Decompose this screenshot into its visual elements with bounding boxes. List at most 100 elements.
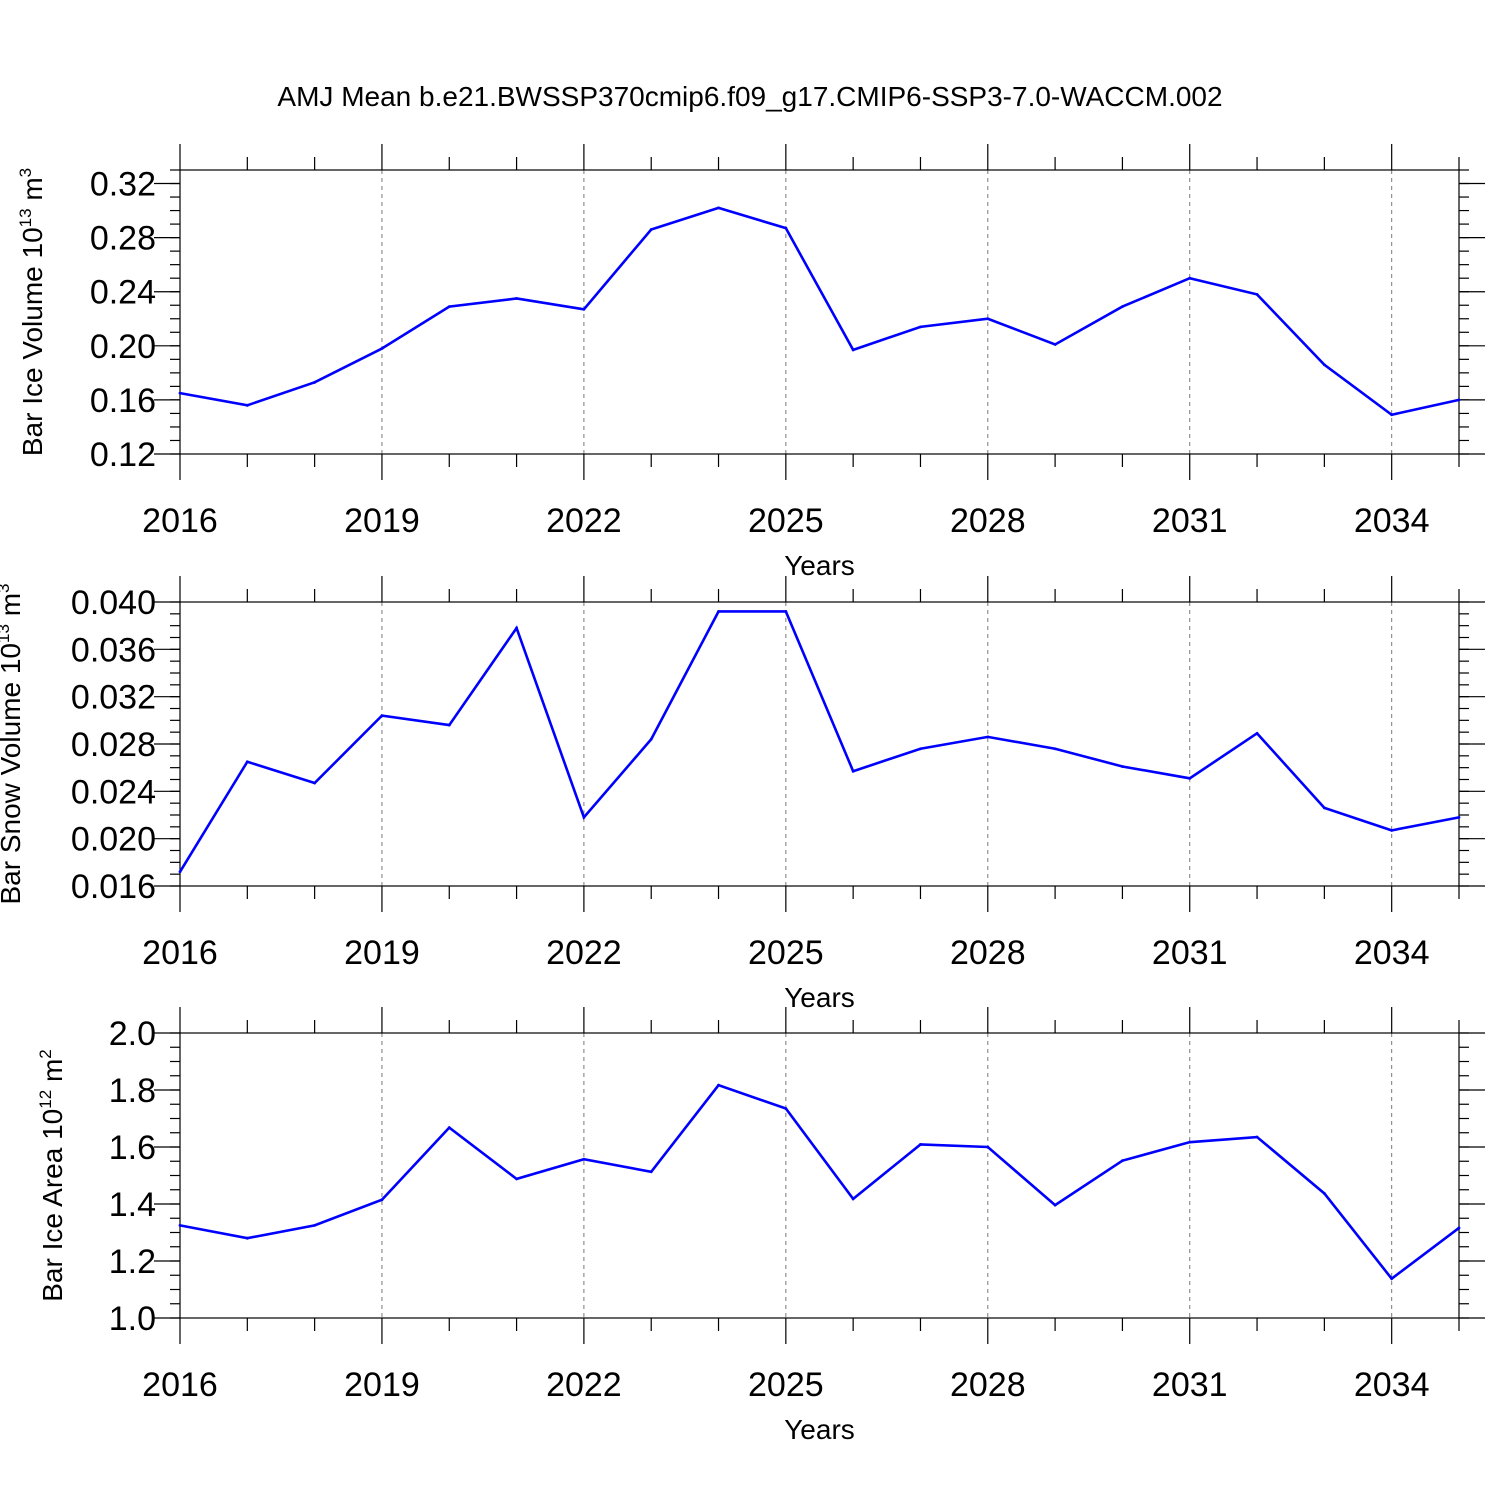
data-point-2030 xyxy=(1121,305,1124,308)
data-point-2027 xyxy=(919,747,922,751)
data-point-2026 xyxy=(851,1197,855,1201)
y-tick-label: 0.024 xyxy=(71,773,156,811)
y-axis-label-unit: m xyxy=(37,1059,68,1090)
data-point-2029 xyxy=(1053,343,1057,346)
data-point-2033 xyxy=(1322,806,1326,810)
data-point-2016 xyxy=(178,1223,182,1227)
x-tick-label: 2022 xyxy=(546,934,622,972)
data-point-2025 xyxy=(784,1107,788,1110)
data-point-2024 xyxy=(717,206,720,210)
data-point-2031 xyxy=(1188,1140,1192,1144)
x-tick-label: 2016 xyxy=(142,1366,218,1404)
y-tick-label: 0.32 xyxy=(90,166,156,204)
data-point-2034 xyxy=(1390,828,1394,832)
y-tick-label: 0.020 xyxy=(71,821,156,859)
data-point-2027 xyxy=(919,325,922,329)
y-axis-label-exponent: 13 xyxy=(16,208,35,227)
data-point-2021 xyxy=(515,626,518,630)
data-point-2025 xyxy=(784,610,788,613)
y-axis-label-text: Bar Ice Volume 10 xyxy=(17,227,48,456)
data-point-2025 xyxy=(784,226,788,230)
y-tick-label: 0.040 xyxy=(71,584,156,622)
data-point-2020 xyxy=(447,305,451,308)
x-tick-label: 2019 xyxy=(344,934,420,972)
data-point-2019 xyxy=(380,347,384,350)
data-point-2029 xyxy=(1053,747,1057,751)
y-axis-label-unit-exponent: 3 xyxy=(16,168,35,177)
y-tick-label: 0.036 xyxy=(71,631,156,669)
series-line xyxy=(179,1083,1460,1281)
data-point-2034 xyxy=(1390,413,1394,417)
data-point-2028 xyxy=(986,1145,990,1149)
data-point-2027 xyxy=(919,1143,922,1146)
y-axis-label-unit: m xyxy=(0,593,26,624)
x-tick-label: 2028 xyxy=(950,502,1026,540)
series-line xyxy=(179,206,1460,417)
data-point-2022 xyxy=(582,307,586,311)
y-tick-label: 2.0 xyxy=(109,1015,156,1053)
plot-frame xyxy=(179,169,1460,455)
data-point-2020 xyxy=(447,1126,451,1130)
y-tick-label: 0.16 xyxy=(90,382,156,420)
data-point-2035 xyxy=(1457,398,1461,402)
data-point-2017 xyxy=(245,760,249,764)
y-tick-label: 0.032 xyxy=(71,679,156,717)
data-point-2023 xyxy=(649,1170,653,1174)
panels: 2016 2019 2022 2025 2028 2031 2034 Years 0.12 0.1… xyxy=(0,144,1485,1445)
figure-title: AMJ Mean b.e21.BWSSP370cmip6.f09_g17.CMI… xyxy=(277,81,1222,112)
x-axis-label: Years xyxy=(784,1414,855,1445)
y-tick-label: 1.0 xyxy=(109,1300,156,1338)
x-axis-label: Years xyxy=(784,982,855,1013)
y-axis-label-exponent: 12 xyxy=(36,1090,55,1109)
data-point-2016 xyxy=(178,870,182,874)
data-point-2030 xyxy=(1121,1159,1124,1163)
x-tick-label: 2028 xyxy=(950,934,1026,972)
x-tick-label: 2034 xyxy=(1354,502,1430,540)
data-point-2018 xyxy=(313,380,317,384)
x-tick-label: 2016 xyxy=(142,502,218,540)
series-line xyxy=(178,610,1460,873)
data-point-2021 xyxy=(515,1177,518,1181)
data-point-2031 xyxy=(1188,276,1192,280)
x-tick-label: 2025 xyxy=(748,502,824,540)
data-point-2026 xyxy=(851,769,855,773)
x-tick-label: 2019 xyxy=(344,502,420,540)
x-tick-label: 2022 xyxy=(546,502,622,540)
data-point-2033 xyxy=(1322,1192,1326,1195)
data-point-2035 xyxy=(1457,1226,1461,1230)
y-tick-label: 0.24 xyxy=(90,274,156,312)
data-point-2035 xyxy=(1457,815,1461,819)
y-axis-label-unit: m xyxy=(17,177,48,208)
data-point-2028 xyxy=(986,317,990,321)
data-point-2020 xyxy=(447,723,451,727)
data-point-2032 xyxy=(1255,731,1259,735)
panel-2: 2016 2019 2022 2025 2028 2031 2034 Years 0.016 0.… xyxy=(0,576,1485,1013)
y-axis-label-text: Bar Ice Area 10 xyxy=(37,1109,68,1302)
x-tick-label: 2034 xyxy=(1354,934,1430,972)
data-point-2022 xyxy=(582,1157,586,1161)
x-tick-label: 2016 xyxy=(142,934,218,972)
data-point-2028 xyxy=(986,735,990,739)
data-point-2026 xyxy=(851,348,855,352)
x-tick-label: 2019 xyxy=(344,1366,420,1404)
y-tick-label: 0.028 xyxy=(71,726,156,764)
panel-1: 2016 2019 2022 2025 2028 2031 2034 Years 0.12 0.1… xyxy=(16,144,1485,581)
y-tick-label: 1.6 xyxy=(109,1129,156,1167)
data-point-2023 xyxy=(649,737,653,741)
x-tick-label: 2031 xyxy=(1152,502,1228,540)
x-tick-label: 2022 xyxy=(546,1366,622,1404)
x-tick-label: 2028 xyxy=(950,1366,1026,1404)
y-axis-label: Bar Snow Volume 1013 m3 xyxy=(0,584,26,905)
data-point-2019 xyxy=(380,1198,384,1202)
data-point-2017 xyxy=(245,403,249,407)
x-tick-label: 2025 xyxy=(748,934,824,972)
data-point-2019 xyxy=(380,714,384,717)
y-tick-label: 0.20 xyxy=(90,328,156,366)
y-tick-label: 1.4 xyxy=(109,1186,156,1224)
y-axis-label-unit-exponent: 3 xyxy=(0,584,13,593)
x-tick-label: 2034 xyxy=(1354,1366,1430,1404)
y-axis-label-text: Bar Snow Volume 10 xyxy=(0,643,26,905)
y-tick-label: 0.28 xyxy=(90,220,156,258)
data-point-2018 xyxy=(313,781,317,785)
y-tick-label: 0.12 xyxy=(90,436,156,474)
